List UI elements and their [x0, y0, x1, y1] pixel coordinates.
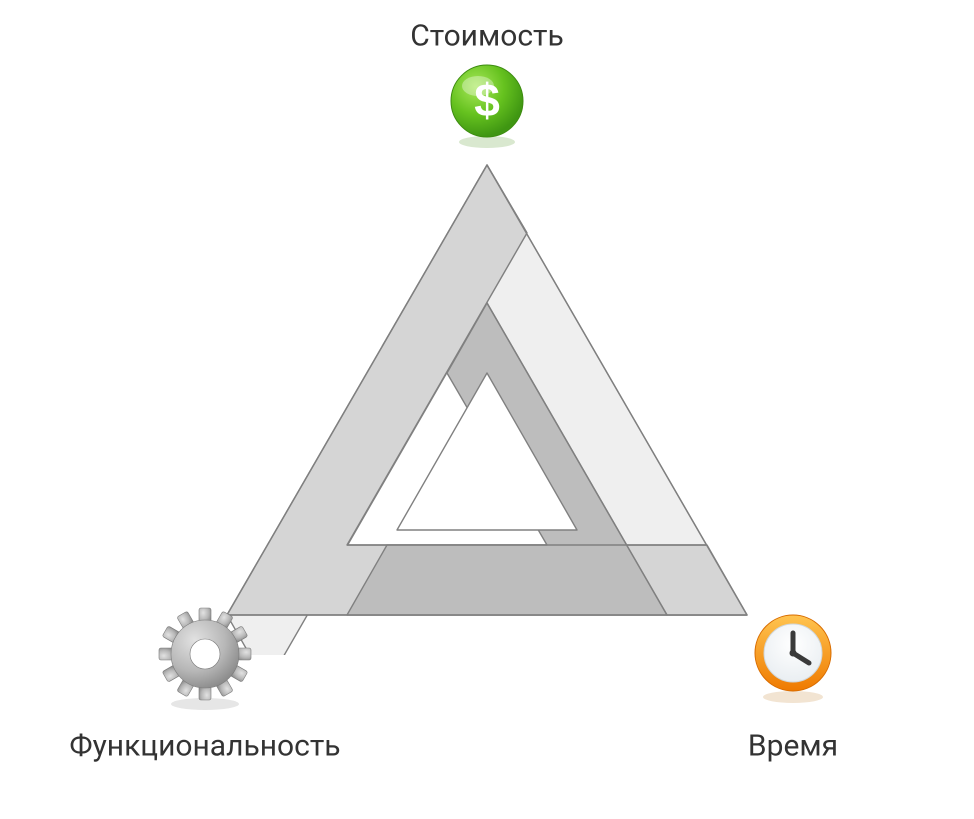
vertex-left-label: Функциональность: [69, 729, 340, 764]
clock-icon: [751, 611, 835, 709]
diagram-canvas: Стоимость $: [0, 0, 974, 819]
gear-icon: [155, 604, 255, 716]
vertex-top-label: Стоимость: [410, 19, 564, 54]
penrose-triangle: [207, 155, 767, 655]
svg-text:$: $: [474, 74, 500, 126]
vertex-right-label: Время: [748, 729, 838, 764]
dollar-icon: $: [448, 62, 526, 154]
